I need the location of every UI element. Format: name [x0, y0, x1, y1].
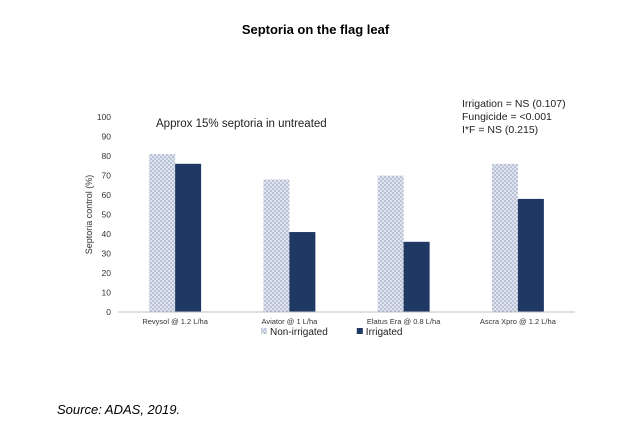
- y-tick-label: 10: [102, 288, 112, 298]
- bars: [149, 154, 544, 312]
- y-tick-label: 50: [102, 210, 112, 220]
- x-tick-label: Elatus Era @ 0.8 L/ha: [367, 317, 441, 326]
- legend-label: Irrigated: [366, 327, 403, 338]
- x-tick-label: Aviator @ 1 L/ha: [261, 317, 318, 326]
- y-axis-label: Septoria control (%): [84, 175, 94, 255]
- x-tick-label: Revysol @ 1.2 L/ha: [142, 317, 208, 326]
- y-tick-label: 20: [102, 268, 112, 278]
- source-note: Source: ADAS, 2019.: [57, 402, 181, 417]
- bar-non-irrigated: [377, 175, 404, 312]
- legend-label: Non-irrigated: [270, 327, 328, 338]
- bar-non-irrigated: [149, 154, 176, 312]
- y-tick-label: 0: [106, 307, 111, 317]
- bar-irrigated: [403, 241, 430, 312]
- stat-fungicide: Fungicide = <0.001: [462, 111, 552, 123]
- y-tick-label: 60: [102, 190, 112, 200]
- y-tick-label: 80: [102, 151, 112, 161]
- stats-box: Irrigation = NS (0.107) Fungicide = <0.0…: [462, 98, 566, 137]
- bar-non-irrigated: [491, 163, 518, 312]
- legend-swatch: [356, 328, 363, 334]
- y-tick-label: 70: [102, 171, 112, 181]
- y-tick-label: 100: [97, 112, 111, 122]
- bar-irrigated: [175, 163, 202, 312]
- bar-irrigated: [517, 198, 544, 312]
- legend: Non-irrigated Irrigated: [261, 327, 402, 338]
- y-tick-label: 90: [102, 132, 112, 142]
- chart-title: Septoria on the flag leaf: [241, 22, 390, 37]
- y-axis: 0 10 20 30 40 50 60 70 80 90 100: [97, 112, 111, 317]
- bar-non-irrigated: [263, 179, 290, 312]
- legend-swatch: [261, 328, 267, 334]
- bar-irrigated: [289, 232, 316, 312]
- x-axis: Revysol @ 1.2 L/ha Aviator @ 1 L/ha Elatus…: [118, 311, 575, 326]
- y-tick-label: 30: [102, 249, 112, 259]
- x-tick-label: Ascra Xpro @ 1.2 L/ha: [480, 317, 557, 326]
- untreated-annotation: Approx 15% septoria in untreated: [156, 118, 327, 130]
- stat-irrigation: Irrigation = NS (0.107): [462, 98, 566, 110]
- stat-interaction: I*F = NS (0.215): [462, 124, 539, 136]
- y-tick-label: 40: [102, 229, 112, 239]
